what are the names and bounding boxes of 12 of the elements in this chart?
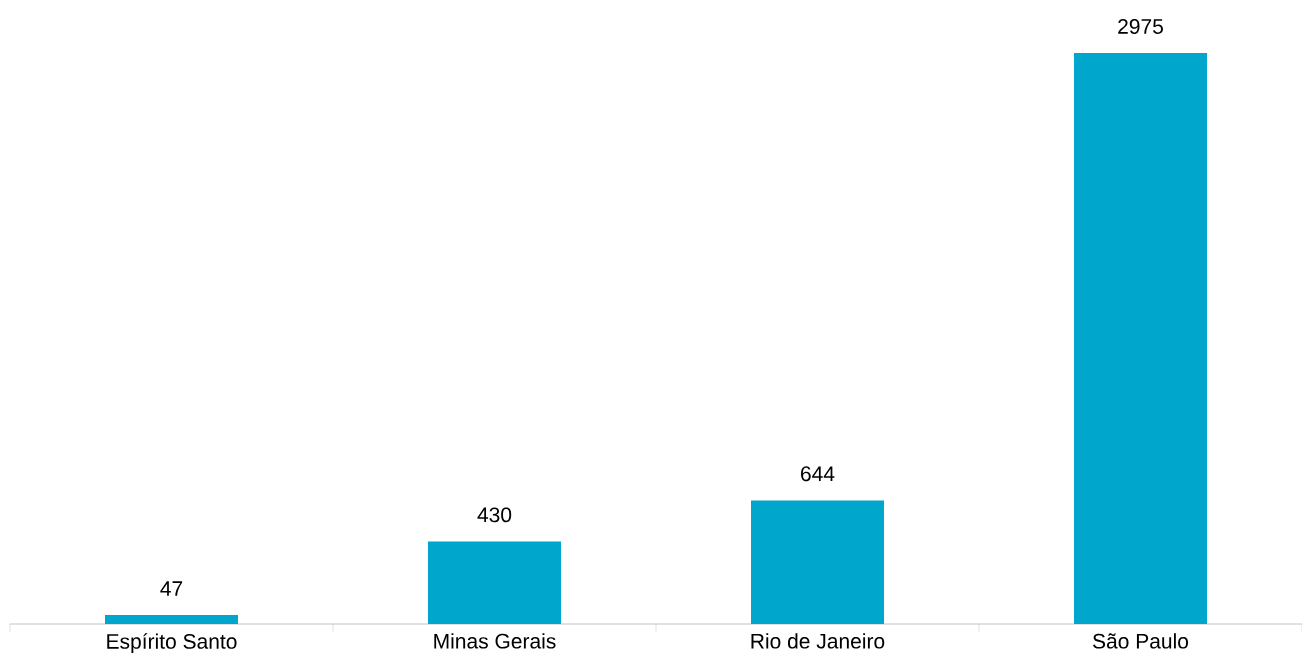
data-label: 2975	[1118, 19, 1163, 34]
x-tick-label: Espírito Santo	[107, 633, 237, 654]
x-tick-label: São Paulo	[1092, 633, 1189, 649]
bar	[750, 500, 884, 624]
x-tick-label: Minas Gerais	[434, 633, 556, 649]
data-label: 47	[160, 581, 183, 596]
bar	[105, 614, 238, 624]
bar	[1073, 53, 1207, 624]
x-tick-label: Rio de Janeiro	[751, 633, 885, 649]
bar	[427, 541, 561, 624]
data-label: 430	[477, 507, 512, 523]
data-label: 644	[801, 466, 835, 482]
